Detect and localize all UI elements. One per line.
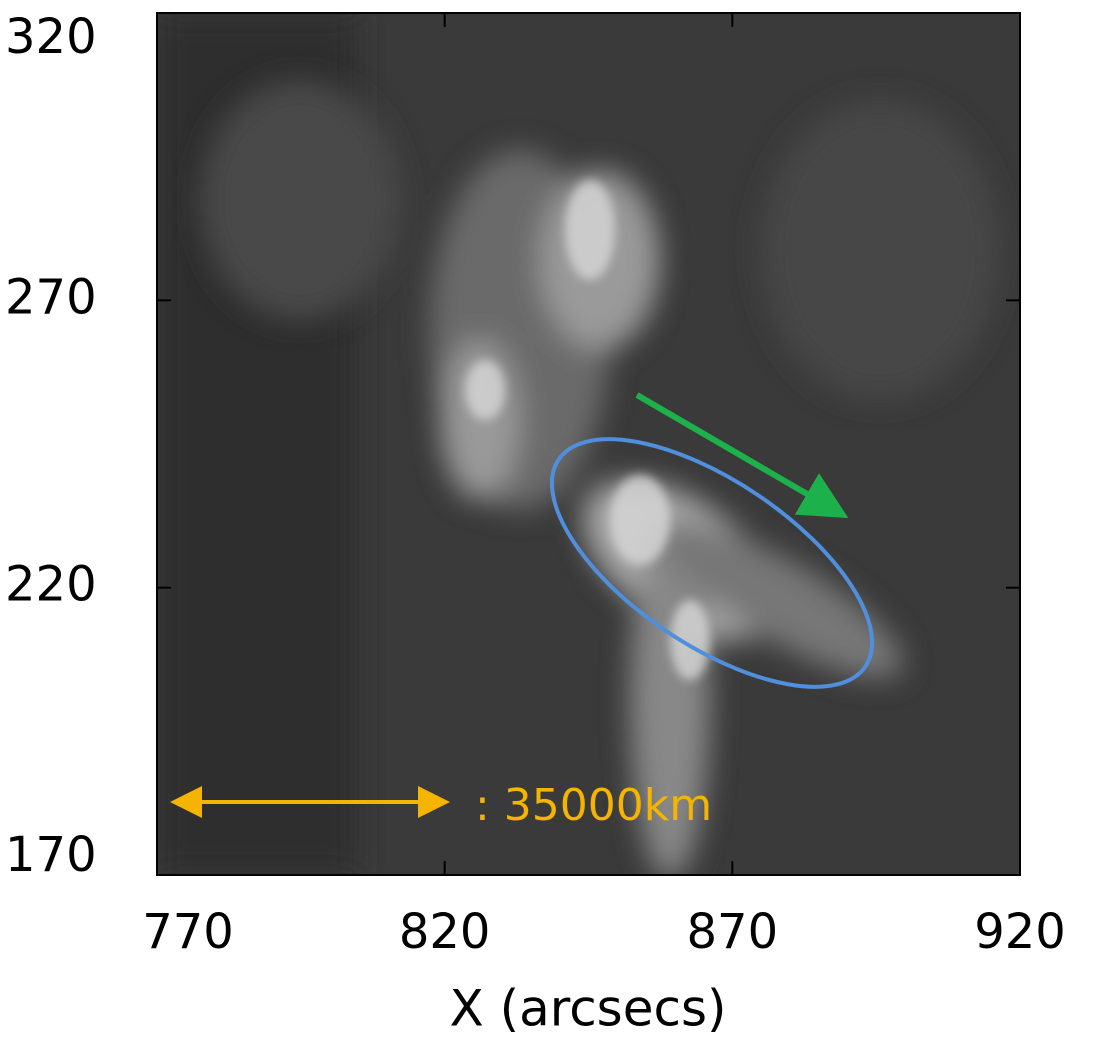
y-tick-label: 270 xyxy=(5,269,97,325)
x-axis-label: X (arcsecs) xyxy=(449,980,726,1038)
solar-image xyxy=(157,13,1020,880)
scale-label: : 35000km xyxy=(475,780,712,831)
page: : 35000km X (arcsecs) 170 220 270 320 770 820… xyxy=(0,0,1095,1063)
x-tick-label: 770 xyxy=(142,904,234,960)
x-tick-label: 870 xyxy=(687,904,779,960)
x-tick-label: 920 xyxy=(974,904,1066,960)
x-tick-label: 820 xyxy=(399,904,491,960)
chart: : 35000km X (arcsecs) 170 220 270 320 770 820… xyxy=(0,0,1095,1059)
y-tick-label: 220 xyxy=(5,557,97,613)
y-tick-label: 170 xyxy=(5,827,97,883)
y-tick-label: 320 xyxy=(5,9,97,65)
